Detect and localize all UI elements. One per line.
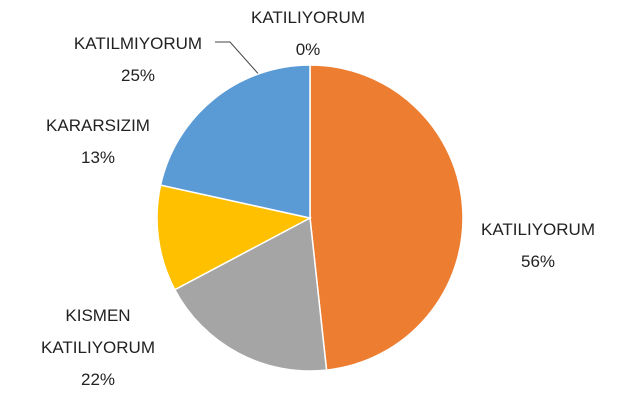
data-label: KATILMIYORUM 25% [58, 28, 218, 92]
label-category: KATILMIYORUM [73, 34, 203, 53]
pie-slice [173, 216, 328, 372]
label-value: 13% [80, 148, 116, 167]
label-category: KATILIYORUM [481, 220, 595, 239]
label-category: KISMEN KATILIYORUM [41, 306, 155, 357]
data-label: KATILIYORUM 56% [458, 214, 618, 278]
label-value: 56% [520, 252, 556, 271]
label-category: KATILIYORUM [251, 8, 365, 27]
label-value: 22% [80, 370, 116, 389]
label-value: 25% [120, 66, 156, 85]
leader-line [215, 41, 263, 79]
pie-slice [156, 184, 313, 291]
pie-slice [309, 64, 464, 371]
pie-slice [159, 64, 311, 219]
data-label: KARARSIZIM 13% [18, 110, 178, 174]
label-category: KARARSIZIM [46, 116, 150, 135]
data-label: KATILIYORUM 0% [228, 2, 388, 66]
data-label: KISMEN KATILIYORUM 22% [18, 300, 178, 396]
label-value: 0% [295, 40, 321, 59]
